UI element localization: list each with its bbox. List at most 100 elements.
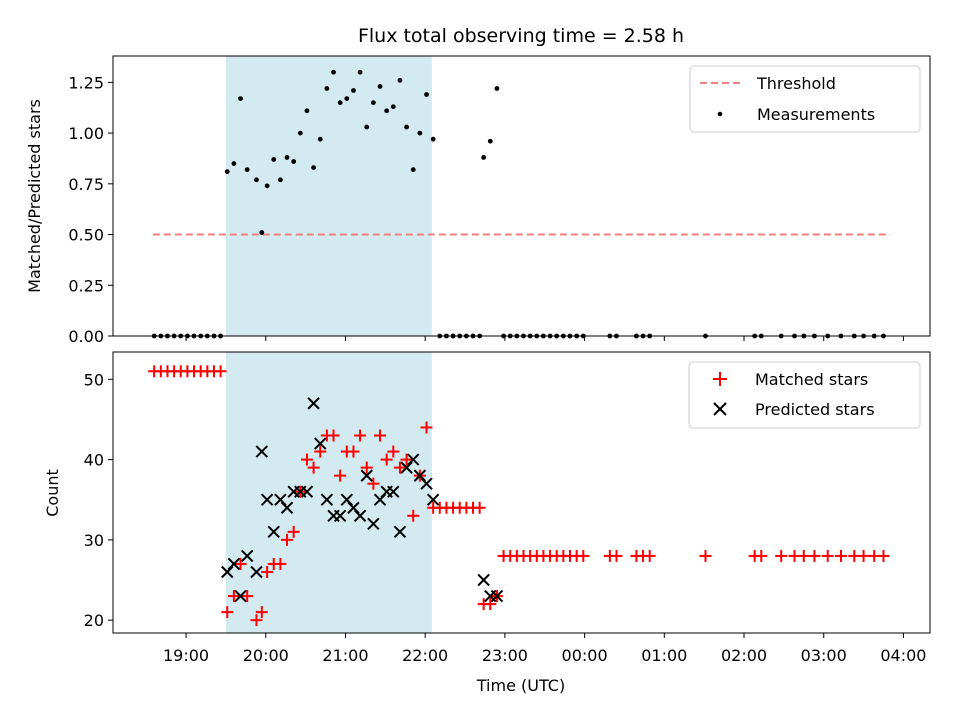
measurement-point — [224, 169, 230, 175]
predicted-star-point — [314, 437, 327, 450]
matched-star-point — [877, 549, 890, 562]
measurement-point — [277, 177, 283, 183]
matched-star-point — [808, 549, 821, 562]
x-tick-label: 20:00 — [243, 646, 289, 665]
matched-star-point — [300, 453, 313, 466]
matched-star-point — [821, 549, 834, 562]
predicted-star-point — [393, 525, 407, 539]
observing-span — [225, 56, 432, 336]
legend-matched-label: Matched stars — [755, 370, 868, 389]
measurement-point — [331, 69, 336, 75]
measurement-point — [390, 104, 396, 110]
matched-star-point — [241, 590, 254, 603]
measurement-point — [410, 167, 416, 173]
count-panel: 20 30 40 50 19:00 20:00 21:00 22:00 23:00 00:00 0… — [43, 351, 931, 695]
measurement-points — [151, 69, 886, 339]
matched-star-point — [347, 445, 360, 458]
measurement-point — [231, 161, 237, 166]
y-tick-label: 1.00 — [68, 124, 104, 143]
predicted-star-point — [333, 509, 347, 522]
count-x-ticks: 19:00 20:00 21:00 22:00 23:00 00:00 01:00 02:00… — [163, 633, 926, 665]
matched-star-point — [775, 549, 788, 562]
x-tick-label: 23:00 — [482, 646, 528, 665]
ratio-x-ticks — [185, 336, 904, 341]
chart-title: Flux total observing time = 2.58 h — [358, 25, 684, 47]
measurement-point — [384, 108, 390, 114]
observing-span — [225, 352, 432, 633]
legend-threshold-label: Threshold — [756, 74, 836, 93]
matched-star-point — [327, 429, 340, 442]
predicted-star-points — [221, 397, 504, 603]
x-tick-label: 01:00 — [641, 646, 687, 665]
matched-star-point — [227, 590, 240, 603]
measurement-point — [424, 92, 429, 97]
ratio-plot-frame — [112, 55, 931, 337]
y-tick-label: 50 — [84, 370, 104, 389]
x-tick-label: 21:00 — [322, 646, 368, 665]
matched-star-point — [354, 429, 367, 442]
matched-star-point — [374, 429, 387, 442]
ratio-legend-box — [689, 65, 921, 133]
measurement-point — [370, 100, 376, 106]
matched-star-points — [148, 365, 890, 627]
count-y-axis-label: Count — [43, 469, 62, 517]
measurement-point — [264, 183, 270, 189]
measurement-point — [317, 136, 323, 142]
x-tick-label: 02:00 — [721, 646, 767, 665]
matched-star-point — [407, 509, 420, 522]
matched-star-point — [400, 453, 413, 466]
predicted-star-point — [307, 397, 320, 410]
y-tick-label: 0.50 — [68, 226, 104, 245]
matched-star-point — [367, 477, 380, 490]
ratio-legend: Threshold Measurements — [689, 65, 921, 133]
measurement-point — [324, 86, 330, 91]
matched-star-point — [610, 549, 623, 562]
legend-predicted-swatch — [713, 402, 727, 416]
legend-matched-swatch — [713, 372, 727, 386]
measurement-point — [404, 124, 409, 130]
matched-star-point — [250, 614, 263, 627]
matched-star-point — [393, 461, 406, 474]
matched-star-point — [287, 525, 300, 538]
matched-star-point — [484, 598, 497, 611]
ratio-panel: 0.00 0.25 0.50 0.75 1.00 1.25 Flux total obse… — [25, 25, 931, 346]
matched-star-point — [380, 453, 393, 466]
measurement-point — [417, 130, 423, 136]
predicted-star-point — [367, 517, 380, 531]
measurement-point — [311, 165, 316, 170]
matched-star-point — [274, 557, 287, 570]
count-legend: Matched stars Predicted stars — [688, 361, 921, 429]
y-tick-label: 0.25 — [68, 276, 104, 295]
matched-star-point — [643, 549, 656, 562]
measurement-point — [271, 157, 277, 162]
matched-star-point — [261, 565, 274, 578]
measurement-point — [297, 130, 303, 136]
matched-star-point — [857, 549, 870, 562]
matched-star-point — [214, 365, 227, 378]
predicted-star-point — [407, 453, 420, 466]
measurement-point — [244, 167, 250, 173]
predicted-star-point — [360, 469, 373, 482]
measurement-point — [397, 77, 403, 83]
x-tick-label: 04:00 — [880, 646, 926, 665]
matched-star-point — [755, 549, 768, 562]
measurement-point — [344, 96, 350, 102]
measurement-point — [254, 177, 259, 183]
matched-star-point — [699, 549, 712, 562]
ratio-y-ticks: 0.00 0.25 0.50 0.75 1.00 1.25 — [68, 73, 113, 346]
predicted-star-point — [420, 477, 433, 490]
count-y-ticks: 20 30 40 50 — [84, 370, 113, 630]
measurement-point — [259, 230, 265, 235]
predicted-star-point — [300, 485, 314, 498]
matched-star-point — [577, 549, 590, 562]
predicted-star-point — [280, 501, 294, 514]
measurement-point — [291, 159, 297, 164]
predicted-star-point — [227, 557, 241, 571]
matched-star-point — [834, 549, 847, 562]
x-tick-label: 03:00 — [801, 646, 847, 665]
matched-star-point — [387, 445, 400, 458]
measurement-point — [337, 100, 343, 106]
measurement-point — [430, 136, 436, 142]
legend-predicted-label: Predicted stars — [755, 400, 875, 419]
